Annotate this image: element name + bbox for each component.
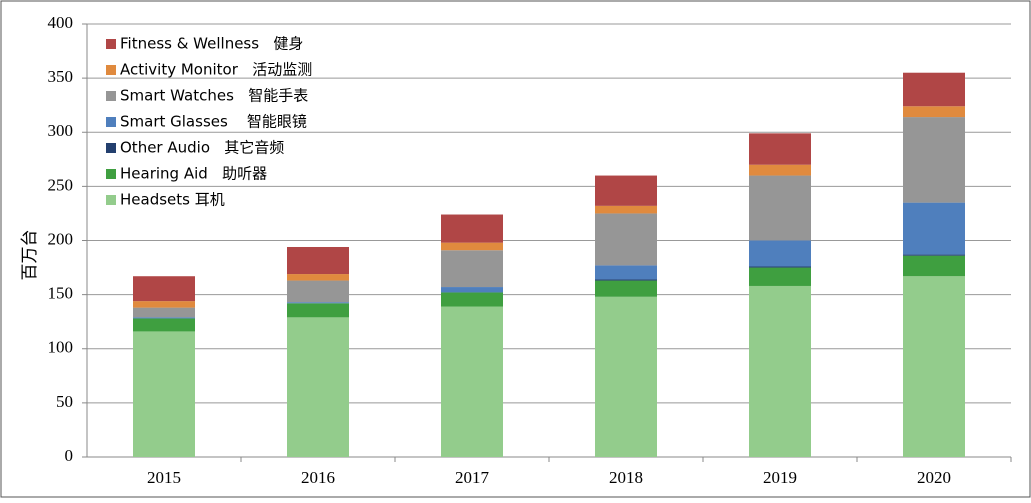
- bar-segment: [749, 240, 811, 267]
- y-tick-label: 250: [48, 175, 74, 194]
- bar-segment: [749, 267, 811, 286]
- bar-segment: [595, 265, 657, 280]
- legend-swatch: [106, 169, 116, 179]
- bar-segment: [595, 280, 657, 297]
- x-tick-label: 2015: [147, 468, 181, 487]
- bar-segment: [903, 276, 965, 457]
- legend-label: Fitness & Wellness 健身: [120, 35, 303, 53]
- legend-label: Other Audio 其它音频: [120, 139, 284, 157]
- bar-segment: [133, 276, 195, 302]
- bar-segment: [287, 302, 349, 304]
- bar-segment: [749, 164, 811, 176]
- bar-segment: [133, 318, 195, 332]
- legend-label: Headsets 耳机: [120, 191, 225, 209]
- bar-segment: [133, 301, 195, 308]
- bar-segment: [749, 133, 811, 165]
- bar-segment: [595, 296, 657, 457]
- bar-segment: [287, 280, 349, 303]
- legend-label: Activity Monitor 活动监测: [120, 61, 312, 79]
- y-tick-label: 400: [48, 13, 74, 32]
- bar-segment: [903, 72, 965, 107]
- bar-segment: [595, 175, 657, 206]
- bar-segment: [595, 213, 657, 266]
- bar-segment: [441, 287, 503, 293]
- bar-segment: [441, 250, 503, 288]
- bar-segment: [903, 255, 965, 277]
- bar-segment: [441, 292, 503, 307]
- legend-label: Hearing Aid 助听器: [120, 165, 267, 183]
- bar-segment: [441, 214, 503, 243]
- bar-segment: [749, 175, 811, 241]
- legend-label: Smart Glasses 智能眼镜: [120, 113, 307, 131]
- x-tick-label: 2017: [455, 468, 490, 487]
- y-tick-label: 350: [48, 67, 74, 86]
- bar-segment: [287, 303, 349, 318]
- y-tick-label: 100: [48, 338, 74, 357]
- y-tick-label: 200: [48, 229, 74, 248]
- x-tick-label: 2018: [609, 468, 643, 487]
- y-tick-label: 0: [65, 446, 74, 465]
- bar-segment: [595, 205, 657, 214]
- bar-segment: [287, 317, 349, 457]
- bar-segment: [133, 317, 195, 319]
- bar-segment: [903, 254, 965, 256]
- x-tick-label: 2016: [301, 468, 335, 487]
- legend-label: Smart Watches 智能手表: [120, 87, 308, 105]
- legend-swatch: [106, 91, 116, 101]
- bar-segment: [749, 266, 811, 268]
- y-axis-label: 百万台: [20, 230, 40, 281]
- bar-segment: [441, 306, 503, 457]
- legend-swatch: [106, 143, 116, 153]
- y-tick-label: 150: [48, 284, 74, 303]
- bar-segment: [441, 242, 503, 251]
- legend-swatch: [106, 117, 116, 127]
- bar-segment: [287, 274, 349, 281]
- legend-swatch: [106, 39, 116, 49]
- y-tick-label: 50: [56, 392, 73, 411]
- bar-segment: [133, 307, 195, 318]
- legend-swatch: [106, 65, 116, 75]
- bar-segment: [749, 285, 811, 457]
- bar-segment: [133, 331, 195, 457]
- legend-swatch: [106, 195, 116, 205]
- x-tick-label: 2019: [763, 468, 797, 487]
- x-tick-label: 2020: [917, 468, 951, 487]
- bar-segment: [903, 202, 965, 255]
- y-tick-label: 300: [48, 121, 74, 140]
- bar-segment: [903, 106, 965, 118]
- bar-segment: [287, 246, 349, 275]
- bar-segment: [595, 279, 657, 281]
- bar-segment: [903, 117, 965, 203]
